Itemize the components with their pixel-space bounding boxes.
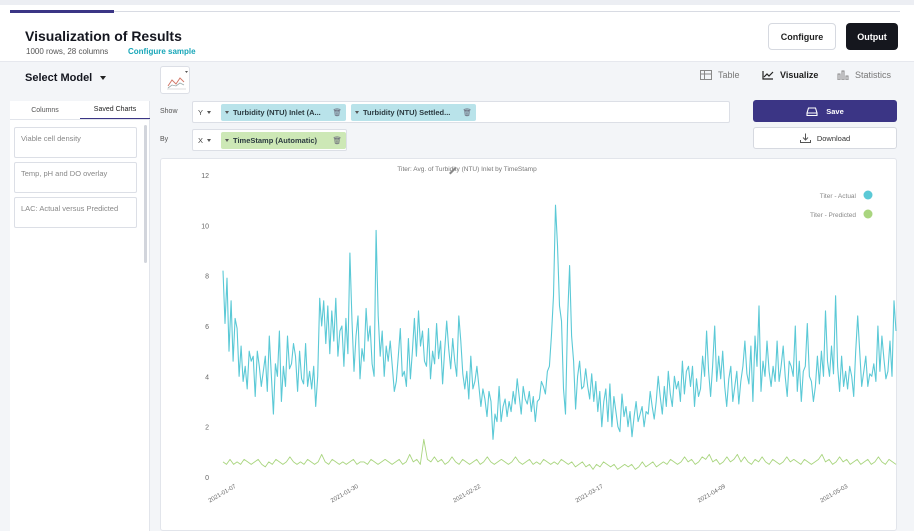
y-series-chip[interactable]: Turbidity (NTU) Settled... 🗑 (351, 104, 476, 121)
top-strip (0, 0, 914, 5)
y-tick-label: 8 (205, 274, 209, 281)
tab-divider (10, 119, 150, 120)
tab-statistics-label: Statistics (855, 70, 892, 80)
show-label: Show (160, 108, 178, 115)
page-title: Visualization of Results (25, 28, 182, 44)
by-label: By (160, 136, 169, 143)
line-chart-icon (167, 71, 188, 90)
top-header: Visualization of Results 1000 rows, 28 c… (0, 0, 914, 62)
download-icon (799, 133, 811, 143)
progress-indicator (10, 10, 114, 13)
y-series-chip-label: Turbidity (NTU) Inlet (A... (233, 108, 321, 117)
caret-down-icon (225, 111, 229, 114)
download-label: Download (816, 133, 851, 143)
trash-icon[interactable]: 🗑 (332, 108, 342, 117)
x-tick-label: 2021-02-22 (452, 484, 482, 505)
legend-marker (863, 190, 873, 200)
legend-label: Titer - Predicted (810, 212, 856, 219)
tab-columns[interactable]: Columns (31, 106, 59, 114)
y-series-chip-label: Turbidity (NTU) Settled... (363, 108, 451, 117)
caret-down-icon (355, 111, 359, 114)
trash-icon[interactable]: 🗑 (332, 136, 342, 145)
table-icon (700, 70, 712, 80)
y-tick-label: 12 (201, 173, 209, 180)
saved-chart-item[interactable]: Temp, pH and DO overlay (14, 162, 137, 193)
y-tick-label: 10 (201, 223, 209, 230)
left-panel-tabs: Columns Saved Charts (10, 101, 150, 119)
output-button[interactable]: Output (846, 23, 898, 50)
legend-label: Titer - Actual (820, 193, 857, 200)
x-tick-label: 2021-04-09 (697, 484, 727, 505)
y-tick-label: 6 (205, 324, 209, 331)
series-line (222, 204, 897, 440)
save-icon (806, 107, 818, 116)
tab-table-label: Table (718, 70, 740, 80)
tab-saved-charts[interactable]: Saved Charts (80, 101, 150, 119)
select-model-label: Select Model (25, 72, 93, 84)
x-tick-label: 2021-01-07 (208, 484, 238, 505)
configure-sample-link[interactable]: Configure sample (128, 47, 196, 56)
caret-down-icon (225, 139, 229, 142)
x-tick-label: 2021-05-03 (820, 484, 850, 505)
rows-info: 1000 rows, 28 columns (26, 47, 109, 56)
y-series-chip[interactable]: Turbidity (NTU) Inlet (A... 🗑 (221, 104, 346, 121)
select-model-dropdown[interactable]: Select Model (25, 72, 107, 84)
left-panel-scrollbar[interactable] (144, 125, 147, 263)
caret-down-icon (100, 76, 107, 80)
x-axis-chip[interactable]: TimeStamp (Automatic) 🗑 (221, 132, 346, 149)
legend-marker (863, 209, 873, 219)
y-tick-label: 0 (205, 475, 209, 482)
trash-icon[interactable]: 🗑 (462, 108, 472, 117)
y-tick-label: 2 (205, 425, 209, 432)
chart-type-button[interactable] (160, 66, 190, 94)
save-button[interactable]: Save (753, 100, 897, 122)
tab-visualize[interactable]: Visualize (762, 70, 818, 80)
line-chart: Titer: Avg. of Turbidity (NTU) Inlet by … (201, 166, 897, 505)
y-tick-label: 4 (205, 374, 209, 381)
saved-chart-item[interactable]: LAC: Actual versus Predicted (14, 197, 137, 228)
series-line (222, 438, 897, 470)
y-axis-select[interactable]: Y (198, 108, 212, 117)
tab-table[interactable]: Table (700, 70, 740, 80)
tab-statistics[interactable]: Statistics (837, 70, 891, 80)
bar-chart-icon (837, 70, 849, 80)
x-tick-label: 2021-03-17 (575, 484, 605, 505)
x-axis-select[interactable]: X (198, 136, 212, 145)
configure-button[interactable]: Configure (768, 23, 836, 50)
x-axis-label: X (198, 136, 204, 145)
tab-visualize-label: Visualize (780, 70, 819, 80)
download-button[interactable]: Download (753, 127, 897, 149)
x-axis-chip-label: TimeStamp (Automatic) (233, 136, 318, 145)
save-label: Save (826, 106, 844, 116)
chart-card: Titer: Avg. of Turbidity (NTU) Inlet by … (160, 158, 897, 531)
caret-down-icon (207, 111, 212, 114)
saved-chart-item[interactable]: Viable cell density (14, 127, 137, 158)
y-axis-label: Y (198, 108, 204, 117)
pencil-icon (449, 167, 457, 175)
progress-track (114, 11, 900, 12)
chart-line-icon (762, 71, 774, 80)
caret-down-icon (207, 139, 212, 142)
chart-title: Titer: Avg. of Turbidity (NTU) Inlet by … (397, 166, 537, 173)
x-tick-label: 2021-01-30 (330, 484, 360, 505)
